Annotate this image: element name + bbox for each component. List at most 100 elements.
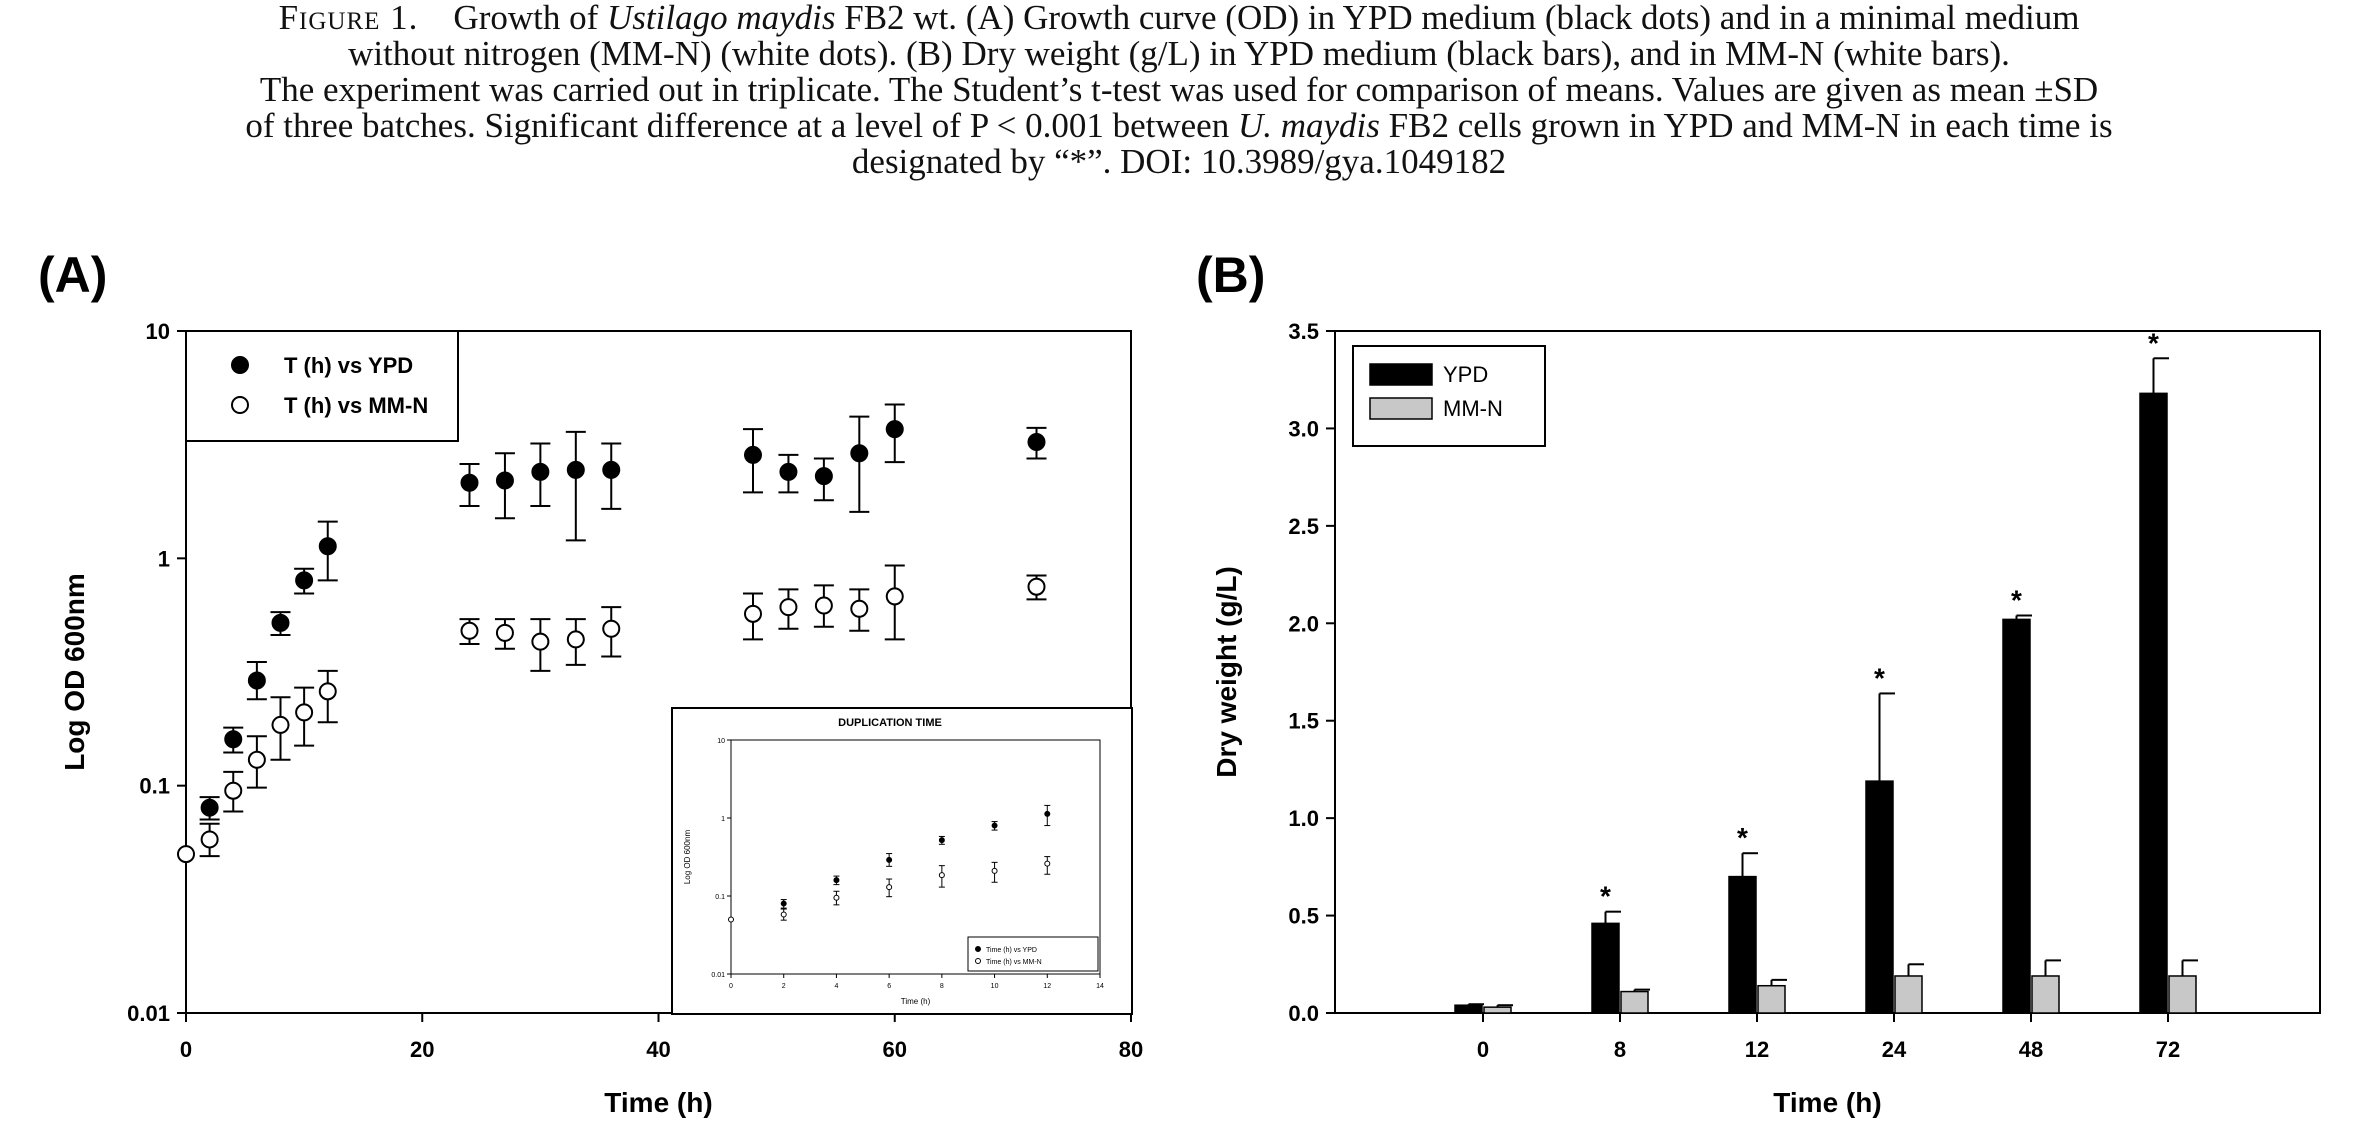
bar-ypd (1454, 1004, 1483, 1014)
inset-legend-entry: Time (h) vs MM-N (986, 959, 1042, 966)
inset-x-tick-label: 10 (991, 983, 999, 990)
panel-a-point-mmn (885, 587, 904, 606)
x-axis-title: Time (h) (1773, 1087, 1881, 1118)
inset-point-ypd (991, 822, 998, 829)
legend-swatch (1369, 397, 1433, 420)
panel-a-point-ypd (744, 445, 762, 464)
panel-a-point-mmn (495, 623, 514, 642)
y-tick-label: 3.0 (1288, 416, 1319, 441)
y-tick-label: 1 (158, 546, 170, 571)
inset-y-tick-label: 10 (717, 738, 725, 745)
panel-a-point-mmn (566, 630, 585, 649)
panel-a-point-ypd (779, 462, 798, 481)
inset-x-tick-label: 12 (1043, 983, 1051, 990)
y-tick-label: 0.5 (1288, 904, 1319, 929)
inset-x-tick-label: 0 (729, 983, 733, 990)
inset-y-axis-title: Log OD 600nm (683, 830, 692, 885)
inset-y-tick-label: 1 (721, 816, 725, 823)
figure-caption: Figure 1. Growth of Ustilago maydis FB2 … (0, 0, 2358, 180)
panel-a-point-mmn (460, 621, 479, 640)
bar-ypd (2002, 618, 2031, 1014)
inset-point-ypd (938, 837, 945, 844)
x-tick-label: 40 (646, 1037, 670, 1062)
panel-a-point-mmn (814, 596, 833, 615)
caption-line-1: Figure 1. Growth of Ustilago maydis FB2 … (0, 0, 2358, 36)
x-tick-label: 20 (410, 1037, 434, 1062)
panel-b-legend (1352, 345, 1546, 447)
panel-a-point-mmn (602, 619, 621, 638)
inset-x-tick-label: 6 (887, 983, 891, 990)
species-name: Ustilago maydis (607, 0, 836, 37)
y-axis-title: Log OD 600nm (59, 573, 90, 771)
x-tick-label: 72 (2156, 1037, 2180, 1062)
legend-swatch (1369, 363, 1433, 386)
inset-legend-entry: Time (h) vs YPD (986, 947, 1037, 954)
significance-mark: * (1737, 822, 1748, 853)
panel-a-point-ypd (814, 467, 833, 486)
inset-axes-frame (730, 739, 1101, 975)
inset-point-mmn (938, 872, 945, 879)
figure-label: Figure 1. (278, 0, 419, 37)
panel-a-point-mmn (247, 750, 266, 769)
caption-text: FB2 wt. (A) Growth curve (OD) in YPD med… (835, 0, 2080, 37)
inset-point-mmn (886, 884, 893, 891)
inset-point-mmn (833, 894, 840, 901)
inset-x-axis-title: Time (h) (901, 997, 931, 1006)
panel-a-point-ypd (295, 571, 314, 590)
panel-a-point-mmn (295, 703, 314, 722)
x-tick-label: 0 (1477, 1037, 1489, 1062)
panel-a-point-mmn (224, 781, 243, 800)
panel-a-point-ypd (247, 671, 266, 690)
inset-x-tick-label: 2 (782, 983, 786, 990)
panel-a-point-mmn (177, 845, 195, 864)
y-tick-label: 1.5 (1288, 709, 1319, 734)
significance-mark: * (2011, 584, 2022, 615)
legend-entry: YPD (1443, 362, 1488, 387)
y-axis-title: Dry weight (g/L) (1211, 566, 1242, 778)
bar-mmn (1894, 975, 1923, 1014)
inset-title: DUPLICATION TIME (838, 717, 942, 729)
panel-a-point-ypd (885, 420, 904, 439)
inset-x-tick-label: 4 (834, 983, 838, 990)
panel-a-point-mmn (779, 598, 798, 617)
caption-line-4: of three batches. Significant difference… (0, 108, 2358, 144)
inset-point-ypd (886, 856, 893, 863)
legend-entry: MM-N (1443, 396, 1503, 421)
y-tick-label: 0.01 (127, 1001, 170, 1026)
panel-a-point-mmn (271, 715, 290, 734)
y-tick-label: 0.1 (139, 774, 170, 799)
x-tick-label: 0 (180, 1037, 192, 1062)
significance-mark: * (1600, 881, 1611, 912)
bar-mmn (1757, 984, 1786, 1014)
panel-a-point-ypd (495, 471, 514, 490)
panel-a-point-ypd (460, 473, 479, 492)
panel-a-point-ypd (531, 462, 550, 481)
inset-point-mmn (728, 916, 734, 923)
y-tick-label: 3.5 (1288, 319, 1319, 344)
panel-a-point-ypd (566, 460, 585, 479)
y-tick-label: 2.5 (1288, 514, 1319, 539)
panel-b-label: (B) (1196, 247, 1265, 303)
x-tick-label: 80 (1119, 1037, 1143, 1062)
panel-a-point-mmn (200, 830, 219, 849)
panel-a-point-ypd (1027, 432, 1046, 451)
legend-marker (231, 356, 249, 374)
caption-text: Growth of (453, 0, 608, 37)
inset-x-tick-label: 14 (1096, 983, 1104, 990)
y-tick-label: 0.0 (1288, 1001, 1319, 1026)
bar-ypd (1728, 875, 1757, 1014)
y-tick-label: 1.0 (1288, 806, 1319, 831)
legend-entry: T (h) vs MM-N (284, 393, 428, 418)
inset-point-ypd (1044, 810, 1051, 817)
inset-y-tick-label: 0.01 (711, 972, 725, 979)
panel-a-point-ypd (602, 460, 621, 479)
x-tick-label: 8 (1614, 1037, 1626, 1062)
inset-point-ypd (780, 900, 787, 907)
x-tick-label: 24 (1882, 1037, 1907, 1062)
species-name: U. maydis (1237, 106, 1380, 145)
panel-a-point-mmn (850, 599, 869, 618)
panel-a-point-mmn (531, 632, 550, 651)
panel-a-legend (185, 330, 459, 442)
inset-legend (967, 936, 1099, 972)
x-tick-label: 60 (883, 1037, 907, 1062)
